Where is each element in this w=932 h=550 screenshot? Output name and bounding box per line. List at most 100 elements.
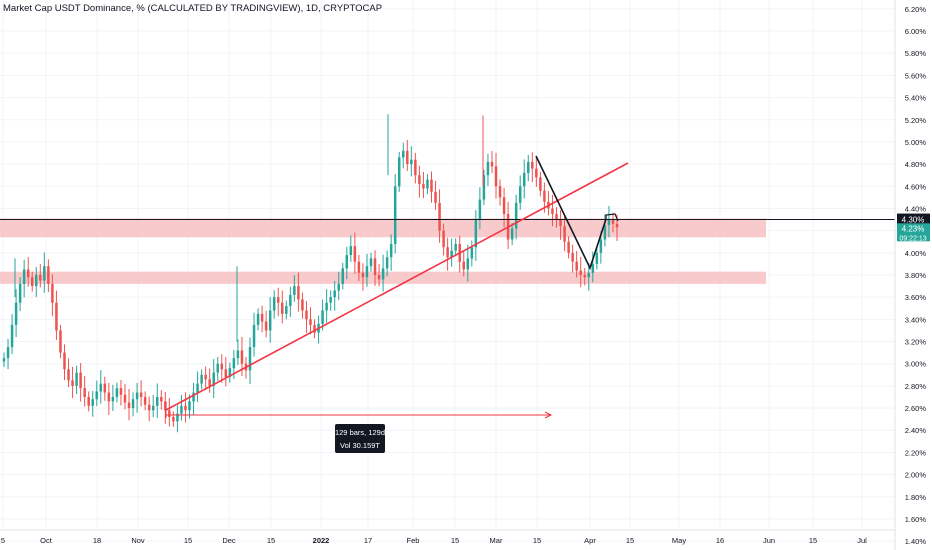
candle-body bbox=[611, 219, 615, 224]
price-tag-level-text: 4.30% bbox=[902, 216, 925, 225]
candle-body bbox=[567, 241, 570, 253]
candle-body bbox=[289, 294, 292, 307]
candle-body bbox=[434, 191, 437, 203]
candle-body bbox=[539, 177, 542, 191]
candle-body bbox=[151, 405, 155, 411]
candle-body bbox=[381, 268, 385, 280]
candle-body bbox=[309, 319, 312, 325]
candle-body bbox=[200, 374, 203, 384]
candle-body bbox=[79, 372, 82, 389]
candle-body bbox=[95, 391, 99, 400]
candle-body bbox=[115, 388, 119, 397]
candle-body bbox=[22, 269, 26, 284]
candle-body bbox=[224, 369, 228, 378]
candle-body bbox=[402, 150, 405, 158]
x-tick-label: Dec bbox=[222, 536, 236, 545]
candle-body bbox=[559, 219, 562, 227]
candle-body bbox=[591, 263, 595, 273]
candle-body bbox=[180, 405, 183, 414]
candle-body bbox=[236, 350, 240, 359]
price-tag-countdown: 09:22:13 bbox=[899, 235, 926, 242]
x-tick-label: Jul bbox=[857, 536, 867, 545]
candle-body bbox=[51, 283, 54, 303]
y-tick-label: 3.60% bbox=[905, 293, 927, 302]
y-tick-label: 5.80% bbox=[905, 49, 927, 58]
candle-body bbox=[442, 230, 445, 248]
candle-body bbox=[67, 369, 70, 381]
trendline bbox=[165, 162, 629, 411]
candle-body bbox=[579, 270, 582, 275]
x-tick-label: Jun bbox=[763, 536, 775, 545]
candle-body bbox=[196, 383, 199, 393]
candle-body bbox=[276, 297, 280, 303]
candle-body bbox=[39, 275, 42, 281]
candle-body bbox=[188, 401, 191, 411]
candle-body bbox=[518, 186, 522, 203]
candle-body bbox=[527, 161, 530, 173]
y-tick-label: 5.40% bbox=[905, 94, 927, 103]
y-tick-label: 4.60% bbox=[905, 182, 927, 191]
candle-body bbox=[55, 302, 58, 331]
candle-body bbox=[232, 358, 236, 369]
candle-body bbox=[47, 266, 50, 284]
measure-bars-text: 129 bars, 129d bbox=[335, 428, 385, 437]
candle-body bbox=[272, 297, 276, 311]
candle-body bbox=[454, 243, 457, 251]
candle-body bbox=[482, 175, 486, 200]
candle-body bbox=[385, 257, 389, 269]
y-tick-label: 3.00% bbox=[905, 360, 927, 369]
chart-title: Market Cap USDT Dominance, % (CALCULATED… bbox=[3, 3, 383, 14]
candle-body bbox=[131, 399, 135, 409]
chart-drawings bbox=[0, 155, 895, 419]
candle-body bbox=[184, 405, 187, 411]
candle-body bbox=[26, 269, 30, 278]
candle-body bbox=[563, 226, 566, 242]
time-axis[interactable]: 5 Oct 18 Nov 15 Dec 15 2022 17 Feb 15 Mar 15 Apr 15 May… bbox=[0, 529, 895, 545]
candle-body bbox=[599, 239, 603, 253]
candle-body bbox=[337, 283, 340, 291]
candle-body bbox=[341, 268, 345, 284]
candle-body bbox=[147, 404, 151, 411]
y-tick-label: 1.40% bbox=[905, 537, 927, 546]
candle-body bbox=[361, 272, 365, 278]
y-tick-label: 5.60% bbox=[905, 71, 927, 80]
x-tick-label: 5 bbox=[1, 536, 5, 545]
candle-body bbox=[252, 324, 256, 348]
candle-body bbox=[168, 410, 171, 417]
price-axis[interactable]: 6.20% 6.00% 5.80% 5.60% 5.40% 5.20% 5.00% 4.80%… bbox=[894, 0, 927, 550]
y-tick-label: 2.40% bbox=[905, 426, 927, 435]
y-tick-label: 5.20% bbox=[905, 116, 927, 125]
candle-body bbox=[75, 372, 78, 386]
y-tick-label: 1.80% bbox=[905, 493, 927, 502]
candle-body bbox=[6, 347, 10, 359]
candle-body bbox=[543, 190, 546, 202]
candle-body bbox=[160, 396, 163, 402]
candle-body bbox=[135, 392, 139, 400]
candle-body bbox=[389, 243, 393, 258]
candle-body bbox=[164, 401, 167, 411]
candle-body bbox=[410, 159, 413, 165]
y-tick-label: 2.60% bbox=[905, 404, 927, 413]
candle-body bbox=[575, 261, 578, 271]
candle-body bbox=[111, 396, 115, 402]
candle-body bbox=[35, 275, 38, 287]
candle-body bbox=[426, 179, 429, 189]
candle-body bbox=[494, 166, 498, 187]
candle-body bbox=[59, 330, 62, 353]
candle-body bbox=[248, 347, 252, 371]
x-tick-label: 2022 bbox=[313, 536, 330, 545]
candle-body bbox=[510, 228, 514, 240]
y-tick-label: 6.20% bbox=[905, 5, 927, 14]
candle-body bbox=[571, 252, 574, 262]
candle-body bbox=[127, 402, 131, 409]
x-tick-label: 16 bbox=[716, 536, 724, 545]
candle-body bbox=[329, 297, 332, 303]
candle-body bbox=[204, 374, 207, 380]
candle-body bbox=[10, 324, 14, 348]
candle-body bbox=[615, 223, 619, 228]
price-zone bbox=[0, 218, 766, 238]
candle-body bbox=[260, 313, 264, 322]
candle-body bbox=[281, 302, 284, 314]
candle-body bbox=[535, 168, 538, 178]
